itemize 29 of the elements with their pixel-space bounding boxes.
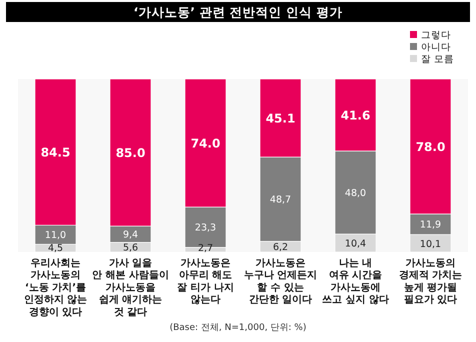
legend-label: 아니다 bbox=[421, 42, 451, 53]
data-label: 5,6 bbox=[122, 242, 138, 254]
x-tick-label: 가사 일을 안 해본 사람들이 가사노동을 쉽게 얘기하는 것 같다 bbox=[92, 258, 169, 318]
x-tick-label: 가사노동은 아무리 해도 잘 티가 나지 않는다 bbox=[177, 258, 234, 306]
text: (Base: 전체, N=1,000, 단위: %) bbox=[170, 323, 306, 333]
x-tick-label: 가사노동의 경제적 가치는 높게 평가될 필요가 있다 bbox=[398, 258, 462, 306]
data-label: 10,4 bbox=[344, 238, 366, 250]
data-label: 48,7 bbox=[270, 194, 292, 206]
data-label: 45.1 bbox=[266, 112, 296, 126]
data-label: 10,1 bbox=[420, 238, 442, 250]
x-tick-label: 나는 내 여유 시간을 가사노동에 쓰고 싶지 않다 bbox=[322, 258, 389, 306]
legend-label: 그렇다 bbox=[421, 30, 451, 41]
data-label: 6,2 bbox=[272, 242, 288, 254]
data-label: 2,7 bbox=[198, 243, 214, 254]
chart-title: ‘가사노동’ 관련 전반적인 인식 평가 bbox=[134, 4, 342, 20]
data-label: 11,9 bbox=[420, 220, 442, 231]
data-label: 41.6 bbox=[340, 108, 370, 122]
x-tick-label: 가사노동은 누구나 언제든지 할 수 있는 간단한 일이다 bbox=[244, 258, 318, 306]
data-label: 84.5 bbox=[40, 146, 70, 160]
data-label: 11,0 bbox=[44, 230, 66, 242]
data-label: 74.0 bbox=[190, 136, 220, 151]
legend-label: 잘 모름 bbox=[421, 54, 454, 65]
data-label: 23,3 bbox=[194, 222, 216, 234]
data-label: 4,5 bbox=[48, 243, 64, 254]
x-tick-label: 우리사회는 가사노동의 ‘노동 가치’를 인정하지 않는 경향이 있다 bbox=[24, 258, 88, 318]
data-label: 85.0 bbox=[116, 146, 146, 160]
data-label: 48,0 bbox=[344, 188, 366, 199]
data-label: 9,4 bbox=[122, 230, 138, 241]
data-label: 78.0 bbox=[416, 140, 446, 154]
